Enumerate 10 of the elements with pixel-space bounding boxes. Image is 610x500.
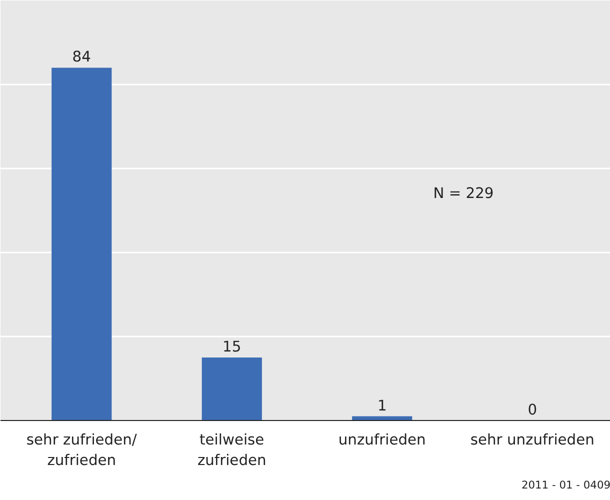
data-label: 0 — [528, 402, 538, 418]
data-label: 84 — [72, 48, 91, 66]
data-label: 1 — [377, 397, 387, 414]
text: 2011 - 01 - 0409 — [521, 478, 610, 492]
x-tick-label: unzufrieden — [338, 432, 426, 448]
annotation: N = 229 — [433, 185, 494, 202]
x-tick-label: sehr unzufrieden — [470, 432, 594, 448]
data-label: 15 — [222, 338, 242, 356]
x-tick-label: teilweise zufrieden — [197, 432, 266, 469]
x-tick-label: sehr zufrieden/ zufrieden — [26, 432, 137, 469]
